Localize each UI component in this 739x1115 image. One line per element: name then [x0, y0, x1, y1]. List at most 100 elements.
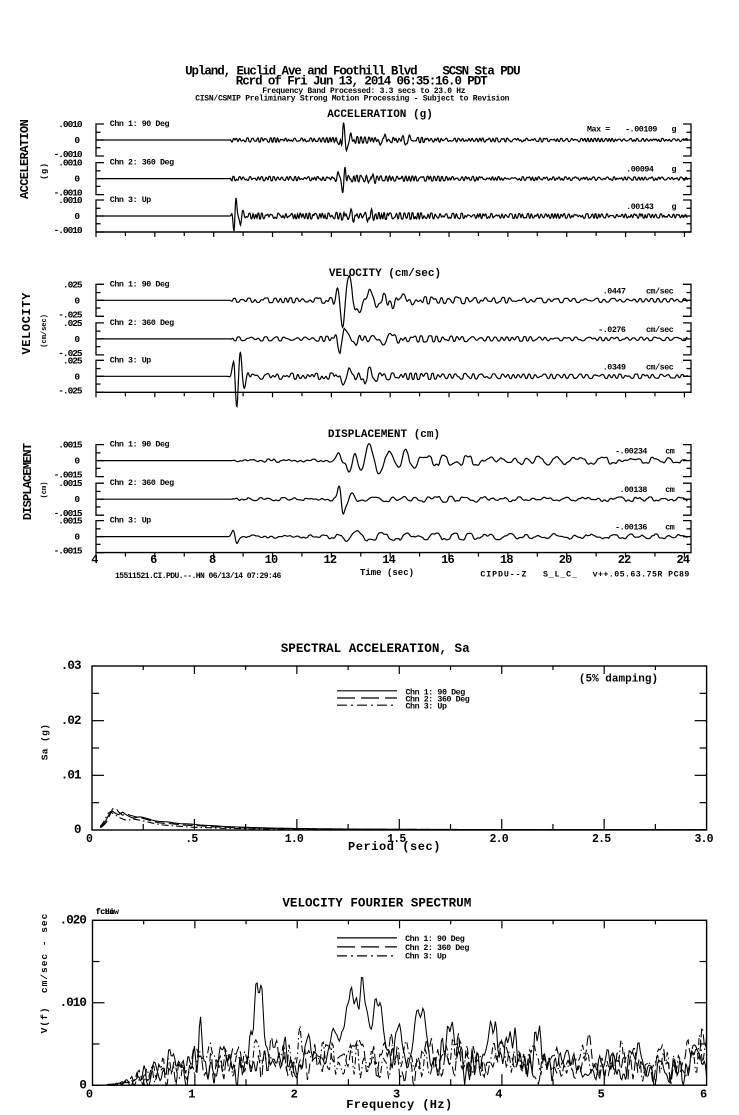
svg-text:.025: .025 — [63, 318, 83, 329]
svg-text:-.00234: -.00234 — [615, 448, 647, 457]
svg-text:Chn 2: 360 Deg: Chn 2: 360 Deg — [110, 318, 174, 328]
svg-text:.0010: .0010 — [58, 195, 83, 206]
svg-text:12: 12 — [323, 553, 336, 567]
svg-text:cm: cm — [665, 486, 675, 495]
svg-text:(5% damping): (5% damping) — [579, 674, 658, 686]
svg-text:0: 0 — [86, 1088, 93, 1102]
svg-text:0: 0 — [74, 456, 80, 467]
svg-text:Chn 2: 360 Deg: Chn 2: 360 Deg — [110, 158, 174, 168]
svg-text:fcLow: fcLow — [96, 907, 119, 917]
svg-text:Chn 2: 360 Deg: Chn 2: 360 Deg — [110, 478, 174, 488]
svg-text:Chn 3: Up: Chn 3: Up — [110, 516, 151, 526]
svg-text:VELOCITY: VELOCITY — [20, 292, 34, 355]
svg-text:Frequency Band Processed: 3.3: Frequency Band Processed: 3.3 secs to 23… — [262, 87, 465, 96]
svg-text:.020: .020 — [60, 914, 87, 928]
svg-text:4: 4 — [495, 1088, 502, 1102]
svg-text:22: 22 — [618, 553, 631, 567]
svg-text:Chn 1: 90 Deg: Chn 1: 90 Deg — [110, 119, 170, 129]
svg-text:ACCELERATION: ACCELERATION — [18, 119, 32, 199]
svg-text:1.0: 1.0 — [285, 833, 304, 846]
svg-text:VELOCITY FOURIER SPECTRUM: VELOCITY FOURIER SPECTRUM — [282, 896, 471, 910]
svg-text:Chn 1: 90 Deg: Chn 1: 90 Deg — [406, 687, 466, 697]
svg-text:-.0010: -.0010 — [54, 225, 83, 236]
svg-text:1.5: 1.5 — [387, 833, 406, 846]
svg-text:Chn 2: 360 Deg: Chn 2: 360 Deg — [406, 695, 470, 705]
svg-text:3: 3 — [393, 1088, 400, 1102]
svg-text:Chn 1: 90 Deg: Chn 1: 90 Deg — [405, 934, 465, 944]
svg-text:0: 0 — [79, 1078, 86, 1092]
svg-text:Chn 3: Up: Chn 3: Up — [405, 951, 446, 961]
svg-text:0: 0 — [74, 823, 81, 837]
svg-text:.01: .01 — [61, 769, 81, 783]
svg-text:.0015: .0015 — [58, 478, 83, 489]
svg-text:4: 4 — [91, 553, 98, 567]
svg-text:-.00136: -.00136 — [615, 524, 647, 533]
svg-text:.00138: .00138 — [620, 486, 648, 495]
svg-text:Chn 1: 90 Deg: Chn 1: 90 Deg — [110, 440, 170, 450]
svg-text:2.0: 2.0 — [490, 833, 509, 846]
svg-text:.02: .02 — [61, 714, 81, 728]
svg-text:CISN/CSMIP Preliminary Strong: CISN/CSMIP Preliminary Strong Motion Pro… — [195, 95, 509, 104]
svg-text:ACCELERATION (g): ACCELERATION (g) — [327, 109, 433, 121]
svg-text:-.025: -.025 — [58, 348, 83, 359]
svg-text:.025: .025 — [63, 355, 83, 366]
svg-text:.00094: .00094 — [626, 166, 654, 175]
svg-text:0: 0 — [74, 135, 80, 146]
svg-text:-.025: -.025 — [58, 385, 83, 396]
svg-text:v++.05.63.75R PC89: v++.05.63.75R PC89 — [593, 570, 690, 579]
svg-text:.0015: .0015 — [58, 440, 83, 451]
svg-text:.0015: .0015 — [58, 516, 83, 527]
svg-text:-.0276: -.0276 — [598, 326, 626, 335]
svg-text:cm/sec: cm/sec — [646, 286, 674, 296]
svg-text:14: 14 — [382, 553, 395, 567]
svg-text:6: 6 — [700, 1088, 707, 1102]
svg-text:Chn 2: 360 Deg: Chn 2: 360 Deg — [405, 943, 469, 953]
svg-text:-.0015: -.0015 — [54, 470, 83, 481]
svg-text:DISPLACEMENT (cm): DISPLACEMENT (cm) — [328, 429, 440, 441]
svg-text:Rcrd of Fri Jun 13, 2014 06:35: Rcrd of Fri Jun 13, 2014 06:35:16.0 PDT — [236, 75, 488, 89]
svg-text:CIPDU--Z: CIPDU--Z — [480, 570, 527, 579]
svg-text:.025: .025 — [63, 279, 83, 290]
svg-text:2: 2 — [291, 1088, 298, 1102]
svg-text:DISPLACEMENT: DISPLACEMENT — [21, 443, 35, 520]
svg-text:0: 0 — [74, 494, 80, 505]
svg-text:0: 0 — [86, 833, 93, 846]
svg-text:VELOCITY (cm/sec): VELOCITY (cm/sec) — [329, 268, 441, 280]
svg-text:V(f) cm/sec - sec: V(f) cm/sec - sec — [39, 913, 50, 1034]
svg-text:10: 10 — [265, 553, 278, 567]
svg-text:Chn 3: Up: Chn 3: Up — [406, 702, 447, 712]
svg-text:g: g — [672, 203, 677, 212]
svg-text:-.0015: -.0015 — [54, 508, 83, 519]
svg-text:Period (sec): Period (sec) — [348, 840, 441, 854]
svg-text:(cm/sec): (cm/sec) — [41, 314, 49, 348]
svg-text:-.0015: -.0015 — [54, 546, 83, 557]
svg-text:15511521.CI.PDU.--.HN 06/13/14: 15511521.CI.PDU.--.HN 06/13/14 07:29:46 — [115, 572, 282, 581]
svg-text:cm/sec: cm/sec — [646, 362, 674, 372]
svg-text:S_L_C_: S_L_C_ — [543, 570, 578, 579]
svg-text:-.0010: -.0010 — [54, 188, 83, 199]
svg-text:0: 0 — [74, 295, 80, 306]
svg-text:18: 18 — [500, 553, 513, 567]
svg-text:0: 0 — [74, 371, 80, 382]
svg-text:0: 0 — [74, 211, 80, 222]
svg-text:cm: cm — [665, 524, 675, 533]
svg-text:Sa (g): Sa (g) — [39, 724, 50, 761]
svg-text:-.025: -.025 — [58, 309, 83, 320]
svg-text:0: 0 — [74, 532, 80, 543]
svg-text:.0010: .0010 — [58, 158, 83, 169]
svg-text:cm/sec: cm/sec — [646, 325, 674, 335]
svg-text:1: 1 — [188, 1088, 195, 1102]
svg-text:.0349: .0349 — [603, 363, 626, 372]
svg-text:Chn 3: Up: Chn 3: Up — [110, 355, 151, 365]
svg-text:SPECTRAL ACCELERATION, Sa: SPECTRAL ACCELERATION, Sa — [281, 642, 470, 656]
svg-text:.00143: .00143 — [626, 203, 654, 212]
svg-text:.03: .03 — [61, 659, 81, 673]
svg-text:-.00109: -.00109 — [625, 126, 657, 135]
svg-text:16: 16 — [441, 553, 454, 567]
svg-text:5: 5 — [598, 1088, 605, 1102]
svg-text:(cm): (cm) — [41, 482, 49, 499]
svg-text:Chn 1: 90 Deg: Chn 1: 90 Deg — [110, 279, 170, 289]
svg-text:cm: cm — [665, 448, 675, 457]
svg-text:(g): (g) — [40, 162, 50, 180]
svg-text:20: 20 — [559, 553, 572, 567]
